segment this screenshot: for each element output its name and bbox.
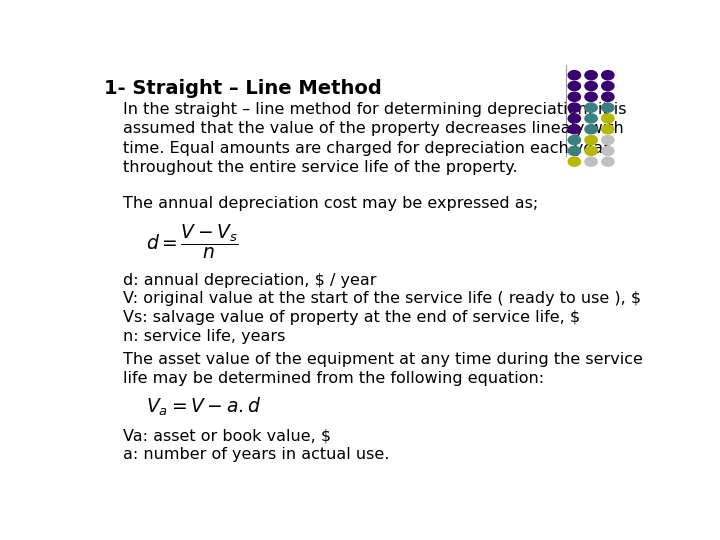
Circle shape: [585, 146, 597, 156]
Circle shape: [568, 157, 580, 166]
Text: Vs: salvage value of property at the end of service life, $: Vs: salvage value of property at the end…: [124, 310, 580, 325]
Circle shape: [568, 114, 580, 123]
Circle shape: [585, 103, 597, 112]
Circle shape: [568, 103, 580, 112]
Circle shape: [585, 157, 597, 166]
Text: 1- Straight – Line Method: 1- Straight – Line Method: [104, 79, 382, 98]
Circle shape: [602, 136, 614, 145]
Circle shape: [568, 146, 580, 156]
Circle shape: [568, 82, 580, 91]
Circle shape: [602, 82, 614, 91]
Circle shape: [585, 71, 597, 80]
Text: V: original value at the start of the service life ( ready to use ), $: V: original value at the start of the se…: [124, 292, 642, 306]
Text: Va: asset or book value, $: Va: asset or book value, $: [124, 429, 332, 444]
Text: d: annual depreciation, $ / year: d: annual depreciation, $ / year: [124, 273, 377, 288]
Text: n: service life, years: n: service life, years: [124, 329, 286, 344]
Circle shape: [602, 114, 614, 123]
Text: The asset value of the equipment at any time during the service
life may be dete: The asset value of the equipment at any …: [124, 352, 644, 386]
Circle shape: [602, 146, 614, 156]
Circle shape: [602, 103, 614, 112]
Text: The annual depreciation cost may be expressed as;: The annual depreciation cost may be expr…: [124, 196, 539, 211]
Text: In the straight – line method for determining depreciation, it is
assumed that t: In the straight – line method for determ…: [124, 102, 627, 175]
Circle shape: [602, 157, 614, 166]
Circle shape: [585, 82, 597, 91]
Circle shape: [585, 125, 597, 134]
Circle shape: [585, 136, 597, 145]
Circle shape: [568, 125, 580, 134]
Circle shape: [602, 125, 614, 134]
Circle shape: [568, 136, 580, 145]
Circle shape: [585, 92, 597, 102]
Text: $d = \dfrac{V - V_s}{n}$: $d = \dfrac{V - V_s}{n}$: [145, 223, 239, 261]
Circle shape: [568, 92, 580, 102]
Circle shape: [602, 71, 614, 80]
Circle shape: [585, 114, 597, 123]
Text: $V_a = V - a.d$: $V_a = V - a.d$: [145, 395, 261, 417]
Text: a: number of years in actual use.: a: number of years in actual use.: [124, 447, 390, 462]
Circle shape: [602, 92, 614, 102]
Circle shape: [568, 71, 580, 80]
